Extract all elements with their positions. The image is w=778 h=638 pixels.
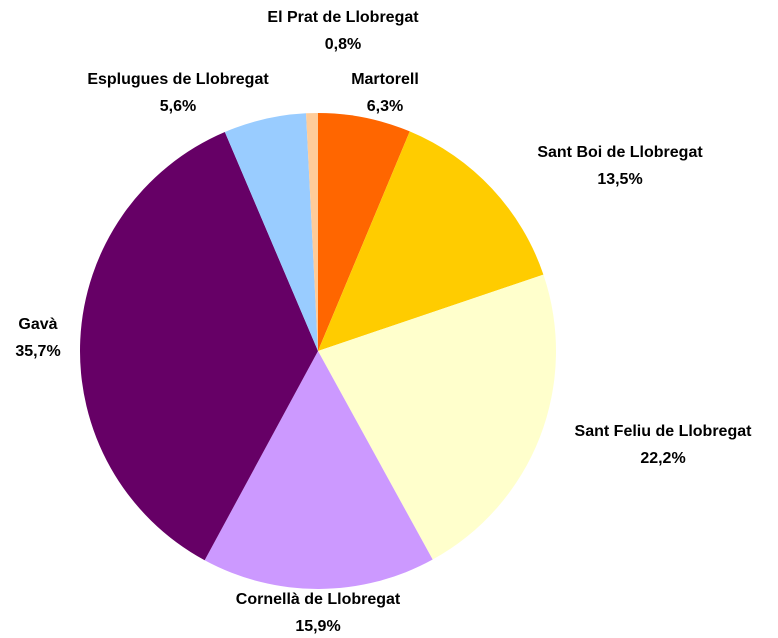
slice-label: Martorell bbox=[351, 71, 419, 88]
slice-label: Esplugues de Llobregat bbox=[87, 71, 269, 88]
slice-value-label: 35,7% bbox=[15, 343, 60, 360]
slice-label: Sant Boi de Llobregat bbox=[537, 144, 703, 161]
slice-value-label: 15,9% bbox=[295, 618, 340, 635]
pie-slice bbox=[204, 351, 433, 589]
slice-label: Cornellà de Llobregat bbox=[236, 591, 401, 608]
slice-label: Sant Feliu de Llobregat bbox=[575, 423, 753, 440]
pie-slice bbox=[80, 131, 319, 561]
slice-label: Gavà bbox=[18, 316, 57, 333]
slice-value-label: 6,3% bbox=[367, 98, 403, 115]
slice-label: El Prat de Llobregat bbox=[267, 9, 419, 26]
pie-slice bbox=[306, 113, 318, 351]
pie-slice bbox=[224, 113, 318, 352]
pie-slice bbox=[318, 131, 544, 351]
pie-slice bbox=[318, 274, 556, 560]
slice-value-label: 5,6% bbox=[160, 98, 196, 115]
slice-value-label: 13,5% bbox=[597, 171, 642, 188]
slice-value-label: 0,8% bbox=[325, 36, 361, 53]
pie-slice bbox=[318, 113, 410, 351]
slice-value-label: 22,2% bbox=[640, 450, 685, 467]
